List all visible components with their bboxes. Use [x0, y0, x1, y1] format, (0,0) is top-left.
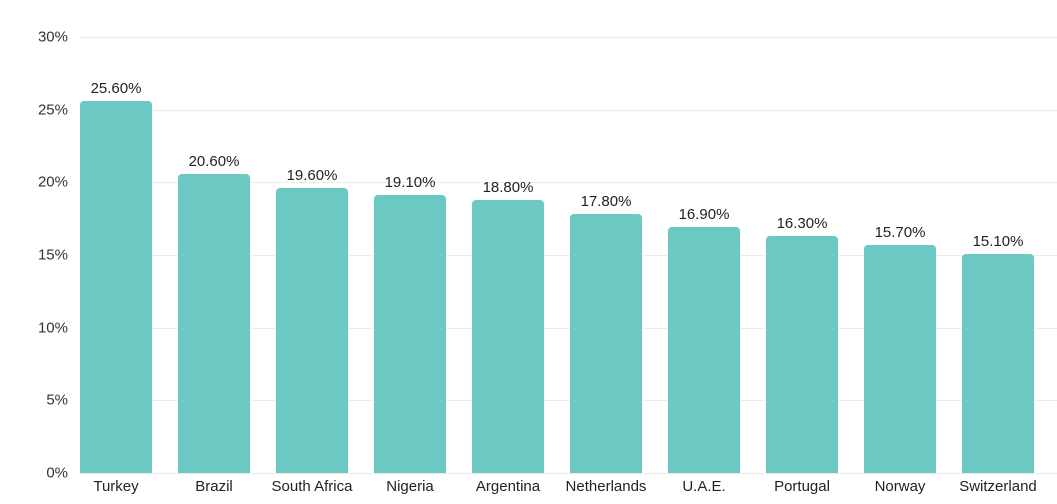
bar-turkey — [80, 100, 152, 473]
bar-portugal — [766, 236, 838, 473]
value-label: 19.10% — [384, 174, 436, 192]
x-tick-label: Switzerland — [959, 478, 1037, 495]
x-tick-label: Netherlands — [565, 478, 647, 495]
bar-netherlands — [570, 214, 642, 473]
x-tick-label: U.A.E. — [682, 478, 726, 495]
y-tick-label: 25% — [37, 101, 68, 119]
gridline — [80, 400, 1057, 402]
value-label: 18.80% — [482, 178, 534, 196]
y-tick-label: 30% — [37, 28, 68, 46]
y-tick-label: 15% — [37, 246, 68, 264]
bar-switzerland — [962, 253, 1034, 473]
value-label: 17.80% — [580, 193, 632, 211]
value-label: 15.10% — [972, 232, 1024, 250]
x-tick-label: Brazil — [195, 478, 233, 495]
value-label: 16.90% — [678, 206, 730, 224]
x-tick-label: Argentina — [475, 478, 541, 495]
y-tick-label: 20% — [37, 173, 68, 191]
gridline — [80, 182, 1057, 184]
y-tick-label: 5% — [46, 391, 68, 409]
x-tick-label: Portugal — [774, 478, 830, 495]
x-tick-label: South Africa — [271, 478, 353, 495]
bar-south-africa — [276, 188, 348, 473]
bar-nigeria — [374, 195, 446, 473]
x-tick-label: Nigeria — [386, 478, 434, 495]
y-tick-label: 10% — [37, 319, 68, 337]
value-label: 25.60% — [90, 79, 142, 97]
gridline — [80, 37, 1057, 38]
gridline — [80, 255, 1057, 256]
value-label: 16.30% — [776, 215, 828, 233]
y-tick-label: 0% — [46, 464, 68, 482]
x-tick-label: Turkey — [93, 478, 139, 495]
gridline — [80, 109, 1057, 111]
bar-argentina — [472, 199, 544, 473]
gridline — [80, 473, 1057, 474]
x-tick-label: Norway — [874, 478, 926, 495]
bar-brazil — [178, 173, 250, 473]
value-label: 20.60% — [188, 152, 240, 170]
gridline — [80, 327, 1057, 329]
value-label: 19.60% — [286, 167, 338, 185]
bar-norway — [864, 244, 936, 473]
value-label: 15.70% — [874, 223, 926, 241]
bar-u-a-e — [668, 227, 740, 473]
